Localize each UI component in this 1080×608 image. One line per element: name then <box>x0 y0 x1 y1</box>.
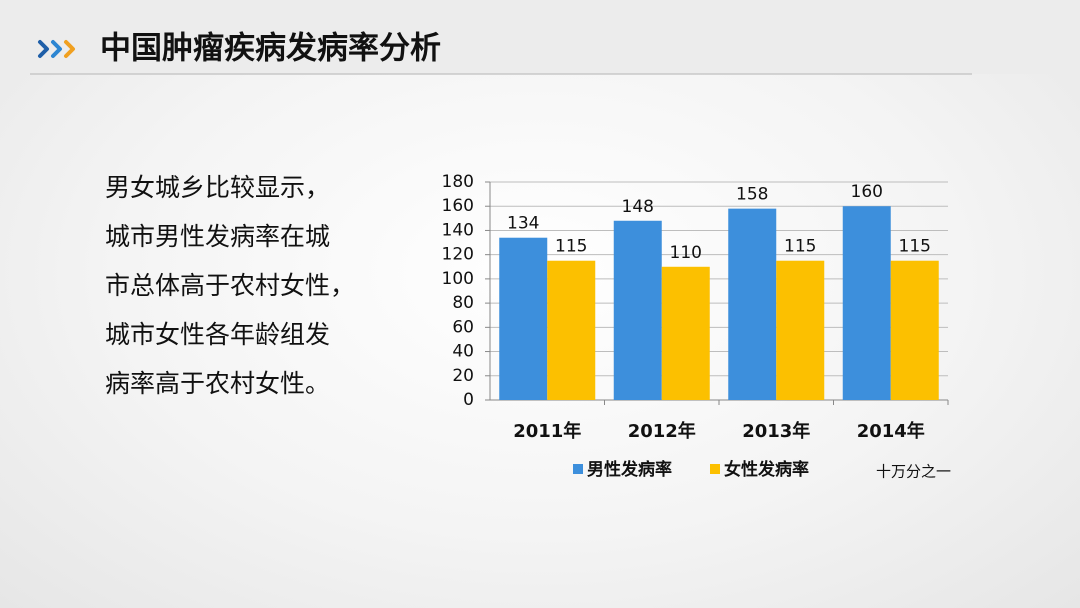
y-tick-label: 120 <box>442 245 474 265</box>
body-line: 男女城乡比较显示， <box>105 173 330 202</box>
body-line: 城市女性各年龄组发 <box>105 320 330 349</box>
y-tick-label: 0 <box>463 390 474 410</box>
bar <box>499 237 548 400</box>
legend-swatch <box>573 464 583 474</box>
data-label: 148 <box>622 197 654 217</box>
y-tick-label: 100 <box>442 269 474 289</box>
y-tick-label: 40 <box>452 342 474 362</box>
legend-swatch <box>710 464 720 474</box>
x-tick-label: 2012年 <box>628 420 696 442</box>
bar <box>890 260 939 400</box>
y-tick-label: 60 <box>452 317 474 337</box>
chart: 0 20 40 60 80 100 120 140 160 180 2011年 134 115 2012年… <box>442 172 951 481</box>
data-label: 160 <box>851 182 883 202</box>
unit-note: 十万分之一 <box>876 463 951 481</box>
y-tick-label: 160 <box>442 196 474 216</box>
legend-label: 女性发病率 <box>724 459 809 480</box>
legend-label: 男性发病率 <box>587 459 672 480</box>
bar <box>613 220 662 400</box>
header-icon <box>38 40 75 58</box>
bar <box>776 260 825 400</box>
y-tick-label: 180 <box>442 172 474 192</box>
data-label: 115 <box>784 237 816 257</box>
data-label: 115 <box>899 237 931 257</box>
x-tick-label: 2014年 <box>857 420 925 442</box>
data-label: 158 <box>736 185 768 205</box>
body-line: 市总体高于农村女性， <box>105 271 355 300</box>
data-label: 110 <box>670 243 702 263</box>
y-tick-label: 140 <box>442 220 474 240</box>
header-band <box>0 0 1080 74</box>
body-line: 城市男性发病率在城 <box>105 222 330 251</box>
data-label: 115 <box>555 237 587 257</box>
y-tick-label: 20 <box>452 366 474 386</box>
y-tick-label: 80 <box>452 293 474 313</box>
bar <box>547 260 596 400</box>
bar <box>661 266 710 400</box>
data-label: 134 <box>507 214 539 234</box>
x-tick-label: 2011年 <box>513 420 581 442</box>
body-line: 病率高于农村女性。 <box>105 369 330 398</box>
slide-title: 中国肿瘤疾病发病率分析 <box>100 31 441 67</box>
bar <box>728 208 777 400</box>
bar <box>842 206 891 400</box>
x-tick-label: 2013年 <box>742 420 810 442</box>
